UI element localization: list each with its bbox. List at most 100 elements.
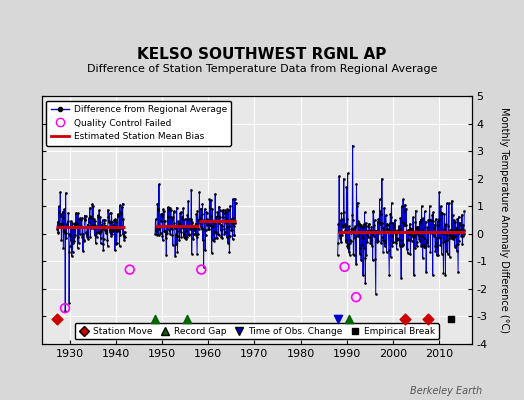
Point bbox=[410, 272, 418, 278]
Point bbox=[337, 239, 345, 246]
Point bbox=[361, 209, 369, 216]
Point bbox=[185, 224, 193, 230]
Point bbox=[369, 208, 378, 214]
Point bbox=[430, 222, 439, 228]
Point bbox=[224, 206, 233, 213]
Point bbox=[352, 233, 360, 240]
Point bbox=[112, 227, 120, 233]
Point bbox=[67, 218, 75, 224]
Point bbox=[70, 237, 78, 244]
Point bbox=[188, 250, 196, 257]
Point bbox=[221, 207, 230, 213]
Point bbox=[429, 218, 438, 224]
Point bbox=[173, 233, 182, 240]
Point bbox=[192, 231, 200, 238]
Point bbox=[118, 216, 126, 222]
Point bbox=[342, 238, 350, 245]
Point bbox=[390, 224, 398, 230]
Point bbox=[195, 189, 204, 196]
Point bbox=[105, 218, 113, 224]
Point bbox=[460, 227, 468, 234]
Point bbox=[374, 238, 382, 244]
Point bbox=[223, 206, 232, 212]
Point bbox=[98, 226, 106, 232]
Point bbox=[186, 226, 194, 232]
Point bbox=[429, 209, 438, 216]
Point bbox=[172, 204, 181, 211]
Point bbox=[212, 230, 220, 236]
Point bbox=[196, 220, 204, 227]
Point bbox=[157, 211, 165, 218]
Point bbox=[217, 234, 225, 240]
Point bbox=[201, 247, 210, 254]
Point bbox=[72, 223, 81, 229]
Point bbox=[221, 229, 229, 235]
Point bbox=[204, 226, 212, 232]
Point bbox=[410, 232, 419, 238]
Point bbox=[415, 236, 423, 242]
Point bbox=[80, 238, 89, 244]
Point bbox=[380, 205, 388, 211]
Point bbox=[350, 225, 358, 231]
Point bbox=[167, 224, 176, 230]
Point bbox=[377, 211, 385, 218]
Point bbox=[407, 231, 415, 237]
Point bbox=[380, 243, 389, 250]
Point bbox=[100, 216, 108, 223]
Point bbox=[413, 224, 421, 230]
Point bbox=[79, 230, 88, 237]
Point bbox=[383, 226, 391, 233]
Point bbox=[396, 215, 405, 221]
Point bbox=[378, 176, 386, 182]
Point bbox=[75, 224, 83, 230]
Point bbox=[170, 208, 178, 214]
Point bbox=[171, 253, 179, 259]
Point bbox=[86, 215, 95, 221]
Point bbox=[69, 240, 78, 246]
Point bbox=[417, 216, 425, 223]
Point bbox=[341, 223, 349, 229]
Point bbox=[354, 233, 362, 239]
Point bbox=[93, 224, 102, 230]
Point bbox=[448, 198, 456, 204]
Point bbox=[213, 234, 221, 241]
Point bbox=[384, 221, 392, 228]
Point bbox=[61, 229, 69, 236]
Point bbox=[343, 216, 351, 222]
Point bbox=[77, 224, 85, 230]
Point bbox=[151, 227, 160, 234]
Point bbox=[440, 226, 448, 232]
Point bbox=[205, 205, 214, 211]
Point bbox=[431, 247, 440, 254]
Point bbox=[160, 217, 169, 224]
Point bbox=[335, 233, 344, 239]
Point bbox=[451, 243, 459, 250]
Point bbox=[103, 224, 111, 230]
Point bbox=[423, 224, 432, 230]
Point bbox=[437, 211, 445, 218]
Point bbox=[215, 207, 224, 214]
Point bbox=[452, 242, 461, 248]
Point bbox=[94, 214, 103, 220]
Point bbox=[207, 222, 215, 229]
Point bbox=[391, 230, 400, 236]
Point bbox=[433, 234, 441, 241]
Point bbox=[448, 233, 456, 239]
Point bbox=[106, 228, 114, 235]
Point bbox=[92, 230, 100, 236]
Point bbox=[154, 207, 162, 213]
Point bbox=[62, 222, 71, 229]
Point bbox=[163, 230, 171, 236]
Point bbox=[445, 234, 453, 241]
Point bbox=[174, 218, 182, 224]
Point bbox=[97, 234, 105, 241]
Point bbox=[435, 216, 443, 222]
Point bbox=[172, 233, 180, 240]
Point bbox=[60, 206, 68, 213]
Point bbox=[180, 223, 188, 230]
Point bbox=[184, 231, 193, 238]
Point bbox=[452, 224, 460, 231]
Point bbox=[213, 214, 221, 220]
Point bbox=[406, 225, 414, 231]
Point bbox=[231, 220, 239, 226]
